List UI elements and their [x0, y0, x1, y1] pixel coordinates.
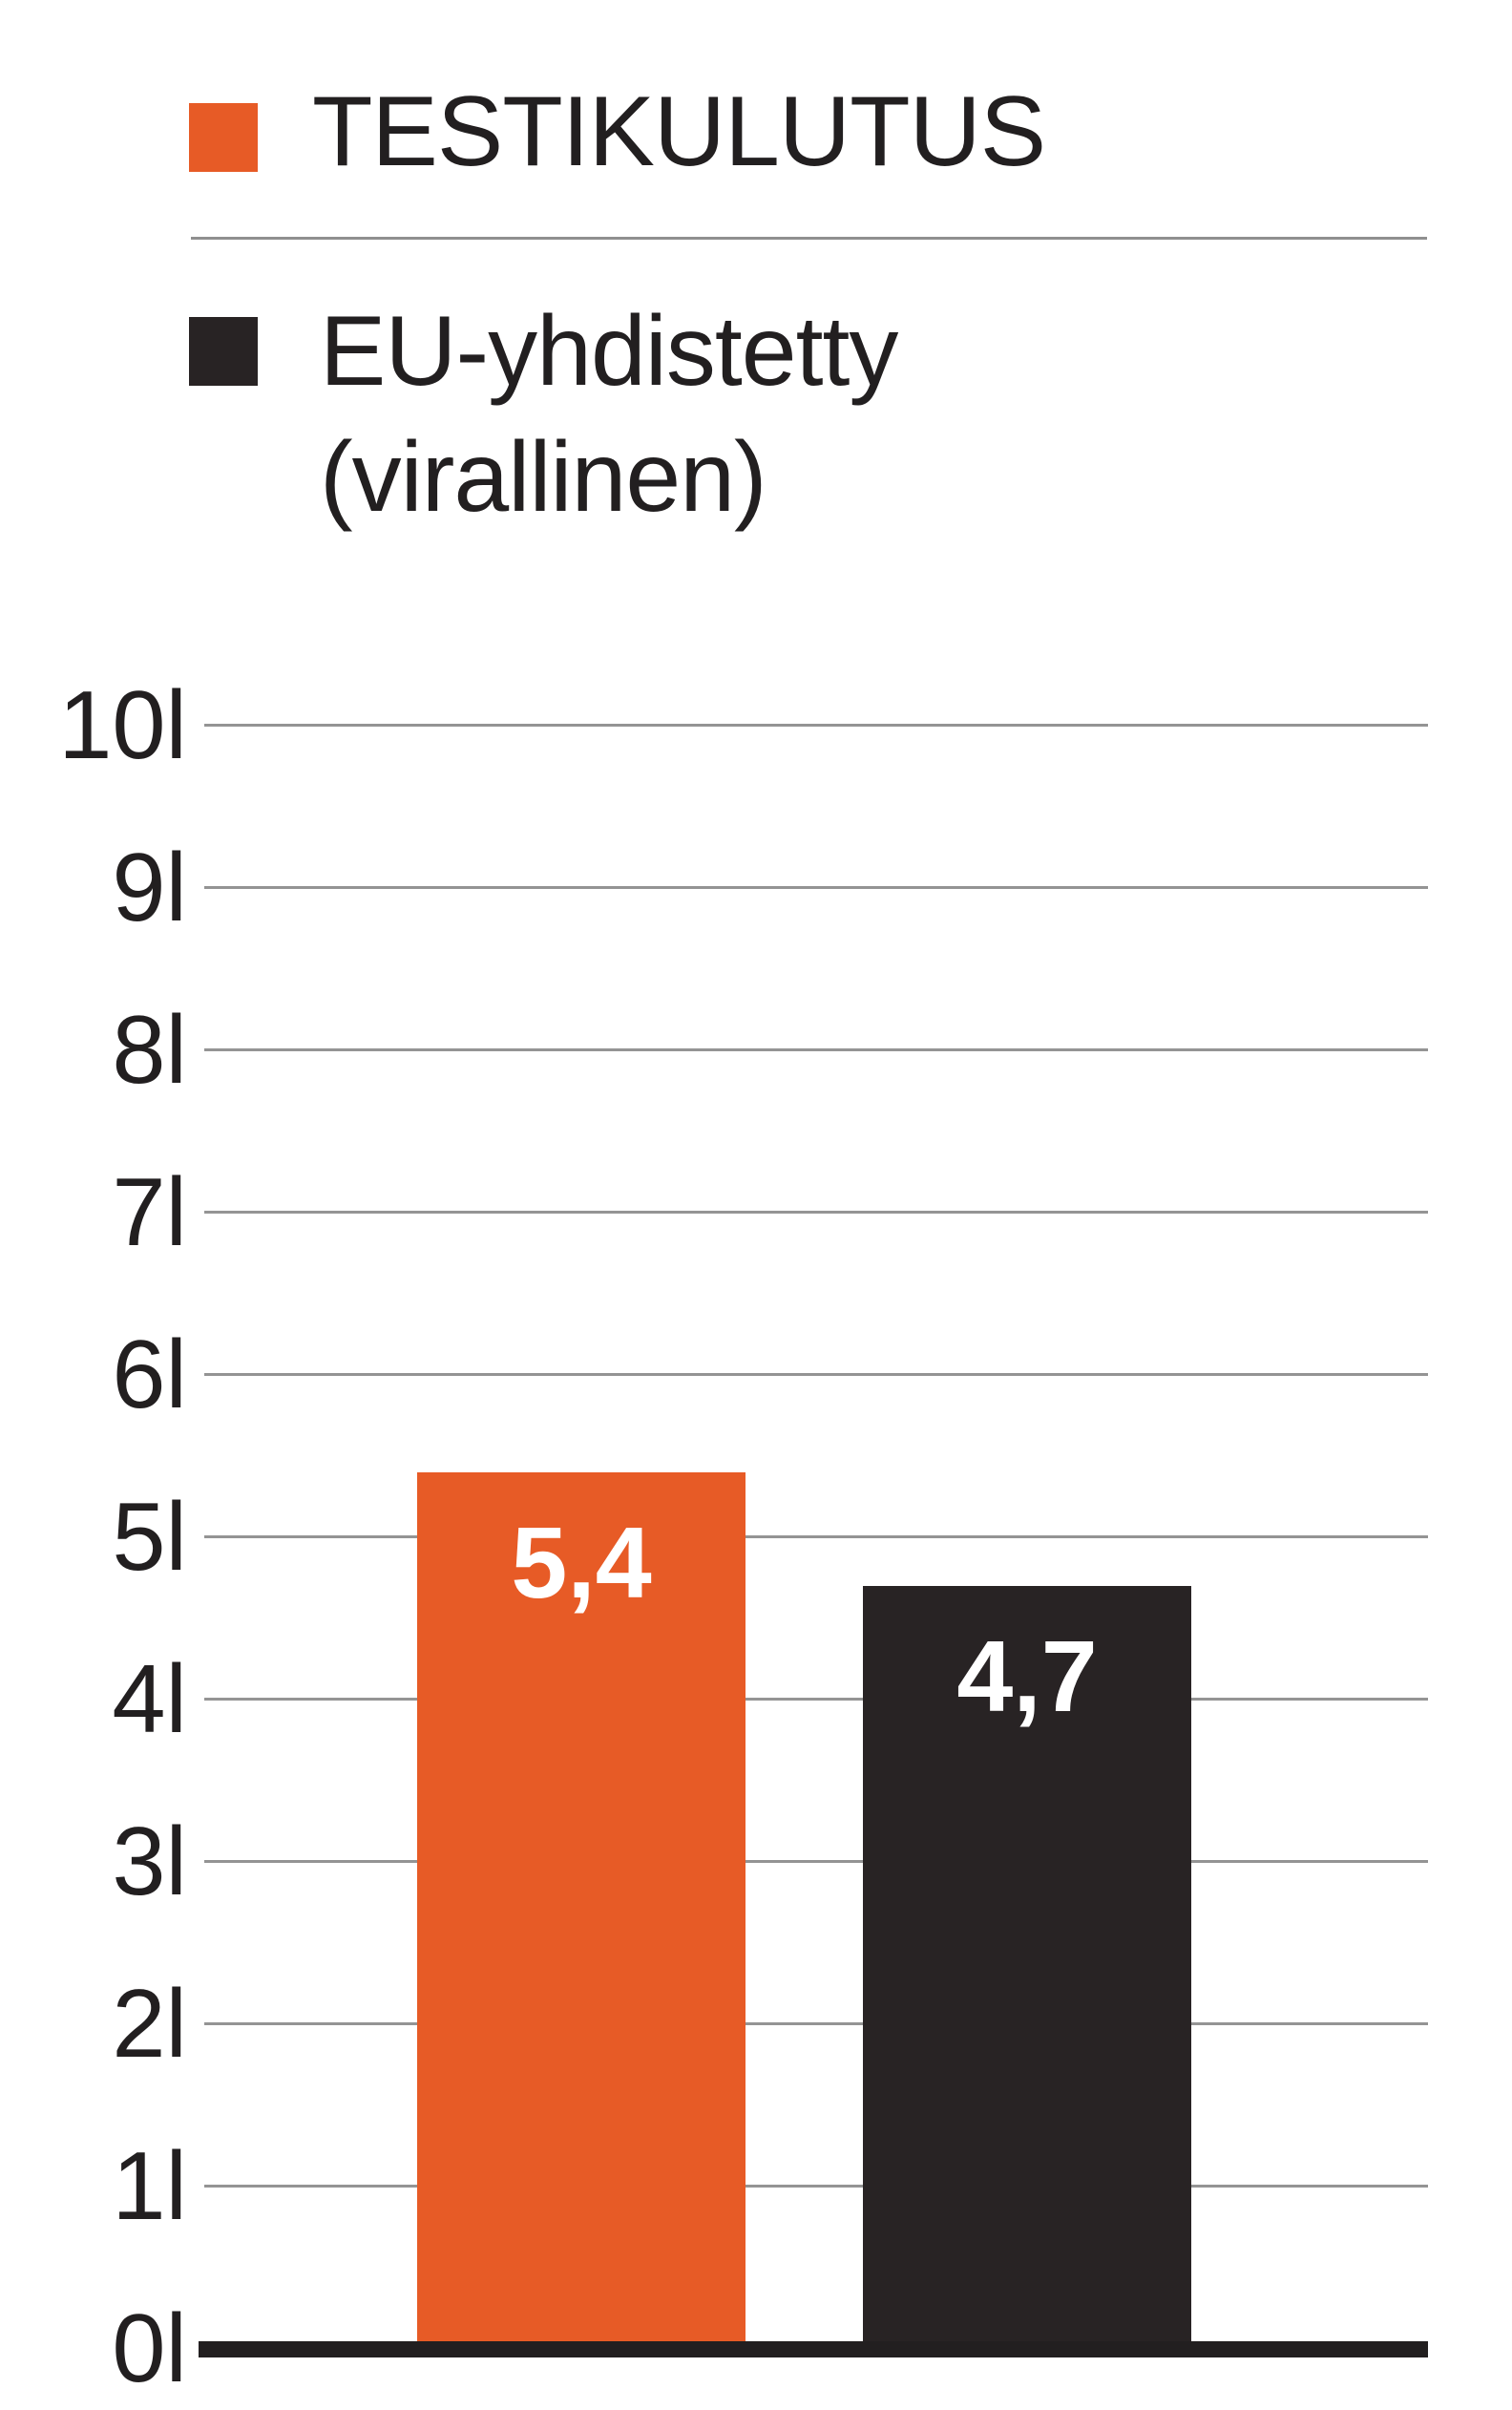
gridline: [204, 1860, 1428, 1863]
gridline: [204, 1373, 1428, 1376]
y-axis-tick-label: 8l: [112, 997, 187, 1104]
y-axis-tick-label: 2l: [112, 1971, 187, 2078]
bar-testikulutus: 5,4: [417, 1472, 746, 2355]
gridline: [204, 724, 1428, 727]
legend-divider: [191, 237, 1427, 240]
legend-label-eu-yhdistetty: EU-yhdistetty (virallinen): [320, 288, 898, 540]
y-axis-tick-label: 3l: [112, 1808, 187, 1915]
bar-eu-yhdistetty: 4,7: [863, 1586, 1191, 2355]
gridline: [204, 1211, 1428, 1214]
y-axis-tick-label: 10l: [58, 672, 187, 779]
gridline: [204, 1535, 1428, 1538]
y-axis-tick-label: 1l: [112, 2133, 187, 2240]
y-axis-tick-label: 6l: [112, 1321, 187, 1428]
legend-label-eu-line2: (virallinen): [320, 422, 767, 533]
x-axis-line: [199, 2341, 1428, 2357]
legend-swatch-testikulutus: [189, 103, 258, 172]
y-axis-tick-label: 9l: [112, 835, 187, 941]
bar-value-label: 5,4: [511, 1507, 652, 1619]
gridline: [204, 2185, 1428, 2188]
gridline: [204, 886, 1428, 889]
y-axis-tick-label: 0l: [112, 2295, 187, 2402]
legend-label-testikulutus: TESTIKULUTUS: [312, 76, 1046, 187]
y-axis-tick-label: 7l: [112, 1159, 187, 1266]
y-axis-tick-label: 4l: [112, 1646, 187, 1753]
legend-swatch-eu-yhdistetty: [189, 317, 258, 386]
bar-value-label: 4,7: [956, 1620, 1098, 1733]
legend-label-eu-line1: EU-yhdistetty: [320, 296, 898, 407]
gridline: [204, 1698, 1428, 1701]
gridline: [204, 2022, 1428, 2025]
y-axis-tick-label: 5l: [112, 1484, 187, 1591]
gridline: [204, 1048, 1428, 1051]
